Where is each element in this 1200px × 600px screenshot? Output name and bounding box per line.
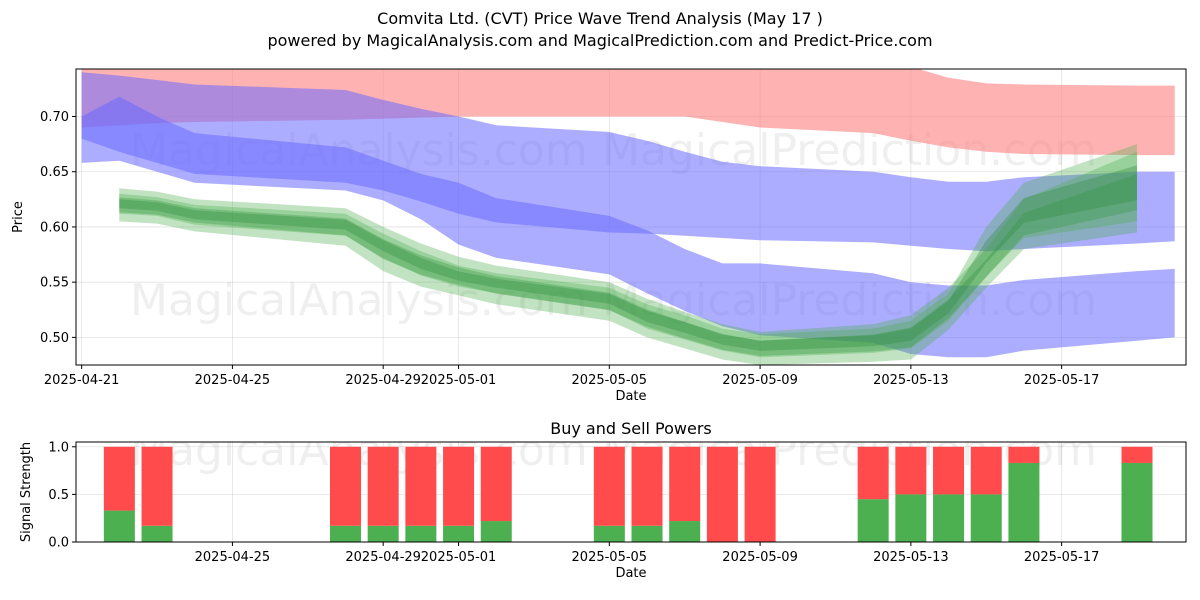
sell-bar [367,446,399,526]
x-tick-label: 2025-05-13 [873,373,949,388]
sell-bar [405,446,437,526]
y-tick-label: 0.55 [40,276,69,291]
chart-title-block: Comvita Ltd. (CVT) Price Wave Trend Anal… [0,8,1200,52]
sell-bar [1008,446,1040,463]
y-tick-label: 0.70 [40,110,69,125]
red-trend-band [81,69,1175,156]
sell-bar [706,446,738,542]
buy-bar [669,521,701,542]
sell-bar [103,446,135,511]
buy-bar [141,525,173,542]
watermark-text: MagicalAnalysis.com [130,275,588,326]
signal-plot: MagicalAnalysis.comMagicalPrediction.com… [19,419,1187,581]
plot-content: MagicalAnalysis.comMagicalPrediction.com… [81,69,1175,365]
y-tick-label: 1.0 [48,440,69,455]
buy-bar [933,494,965,542]
x-tick-label: 2025-04-29 [345,373,421,388]
x-tick-label: 2025-04-25 [195,550,271,565]
sell-bar [443,446,475,526]
buy-bar [1008,462,1040,542]
sell-bar [933,446,965,495]
x-axis-label: Date [615,566,646,581]
chart-title: Comvita Ltd. (CVT) Price Wave Trend Anal… [377,9,823,28]
sell-bar [970,446,1002,495]
green-price-band [119,151,1138,365]
x-tick-label: 2025-04-29 [345,550,421,565]
buy-bar [103,510,135,542]
buy-bar [970,494,1002,542]
price-plot: MagicalAnalysis.comMagicalPrediction.com… [11,68,1187,404]
x-tick-label: 2025-04-25 [195,373,271,388]
buy-bar [593,525,625,542]
buy-bar [631,525,663,542]
sell-bar [480,446,512,522]
buy-bar [443,525,475,542]
sell-bar [329,446,361,526]
x-tick-label: 2025-05-09 [722,550,798,565]
y-axis-label: Price [11,201,26,233]
buy-bar [405,525,437,542]
x-tick-label: 2025-05-05 [572,550,648,565]
buy-bar [480,521,512,542]
sell-bar [857,446,889,500]
x-tick-label: 2025-05-01 [421,373,497,388]
sell-bar [593,446,625,526]
sell-bar [744,446,776,542]
blue-trend-band [81,96,1175,358]
x-tick-label: 2025-05-09 [722,373,798,388]
blue-trend-band [81,72,1175,252]
sell-bar [141,446,173,526]
plot-frame [75,441,1187,543]
sell-bar [631,446,663,526]
y-tick-label: 0.0 [48,536,69,551]
x-tick-label: 2025-05-17 [1024,550,1100,565]
sell-bar [669,446,701,522]
x-tick-label: 2025-05-05 [572,373,648,388]
y-tick-label: 0.60 [40,220,69,235]
y-axis-label: Signal Strength [19,442,34,542]
x-axis-label: Date [615,389,646,404]
buy-bar [329,525,361,542]
x-tick-label: 2025-05-17 [1024,373,1100,388]
y-tick-label: 0.50 [40,331,69,346]
y-tick-label: 0.5 [48,488,69,503]
buy-bar [1121,462,1153,542]
sell-bar [895,446,927,495]
buy-bar [895,494,927,542]
x-tick-label: 2025-05-01 [421,550,497,565]
x-tick-label: 2025-04-21 [44,373,120,388]
y-tick-label: 0.65 [40,165,69,180]
buy-bar [367,525,399,542]
x-tick-label: 2025-05-13 [873,550,949,565]
subplot-title: Buy and Sell Powers [550,419,712,438]
plot-frame [75,68,1187,366]
green-price-band [119,144,1138,358]
sell-bar [1121,446,1153,463]
chart-subtitle: powered by MagicalAnalysis.com and Magic… [267,31,933,50]
buy-bar [857,499,889,542]
